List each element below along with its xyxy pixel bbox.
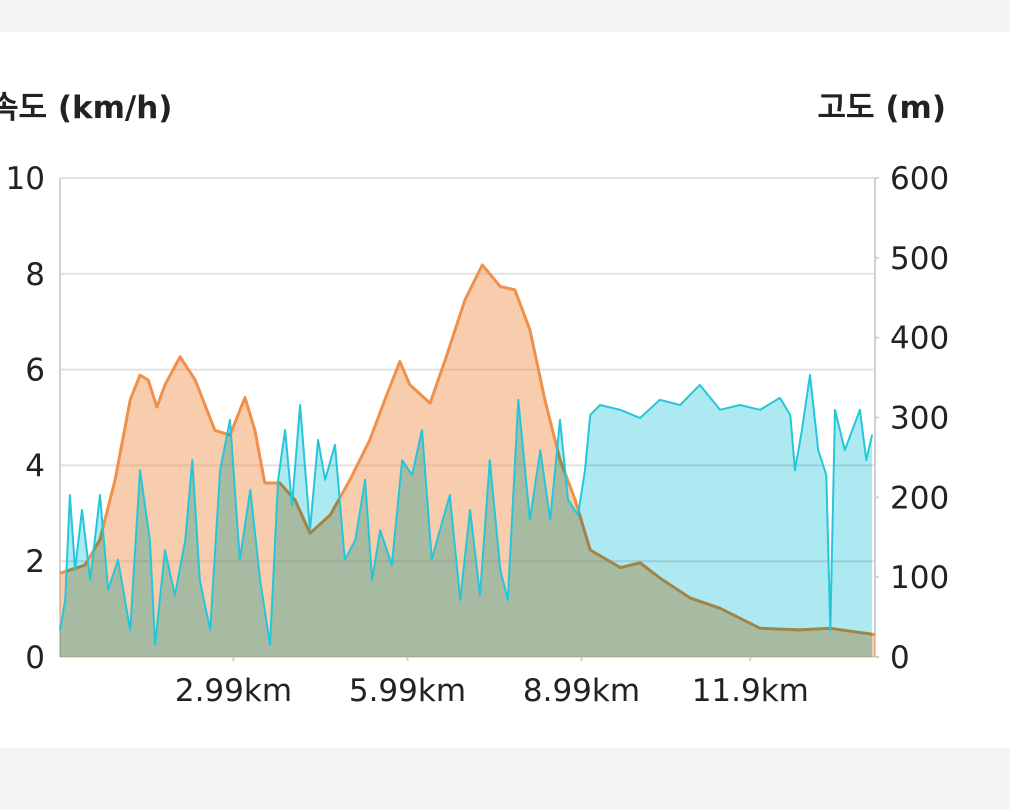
y2-tick-label: 400 [890, 321, 949, 357]
y-tick-label: 2 [25, 544, 45, 580]
y2-tick-label: 300 [890, 401, 949, 437]
top-band [0, 0, 1010, 32]
y2-axis-title: 고도 (m) [818, 90, 946, 126]
y2-tick-label: 100 [890, 560, 949, 596]
bottom-band [0, 748, 1010, 810]
y-tick-label: 6 [25, 353, 45, 389]
x-tick-label: 2.99km [175, 673, 292, 709]
y-tick-label: 10 [6, 161, 45, 197]
x-tick-label: 8.99km [523, 673, 640, 709]
y2-tick-label: 600 [890, 161, 949, 197]
x-tick-label: 5.99km [349, 673, 466, 709]
y-axis-title: 속도 (km/h) [0, 90, 172, 126]
y-tick-label: 0 [25, 640, 45, 676]
x-tick-label: 11.9km [692, 673, 809, 709]
area [60, 374, 873, 657]
line [59, 373, 874, 646]
y2-tick-label: 500 [890, 241, 949, 277]
y-tick-label: 4 [25, 448, 45, 484]
y2-tick-label: 0 [890, 640, 910, 676]
y2-tick-label: 200 [890, 480, 949, 516]
y-tick-label: 8 [25, 257, 45, 293]
area [60, 265, 875, 657]
